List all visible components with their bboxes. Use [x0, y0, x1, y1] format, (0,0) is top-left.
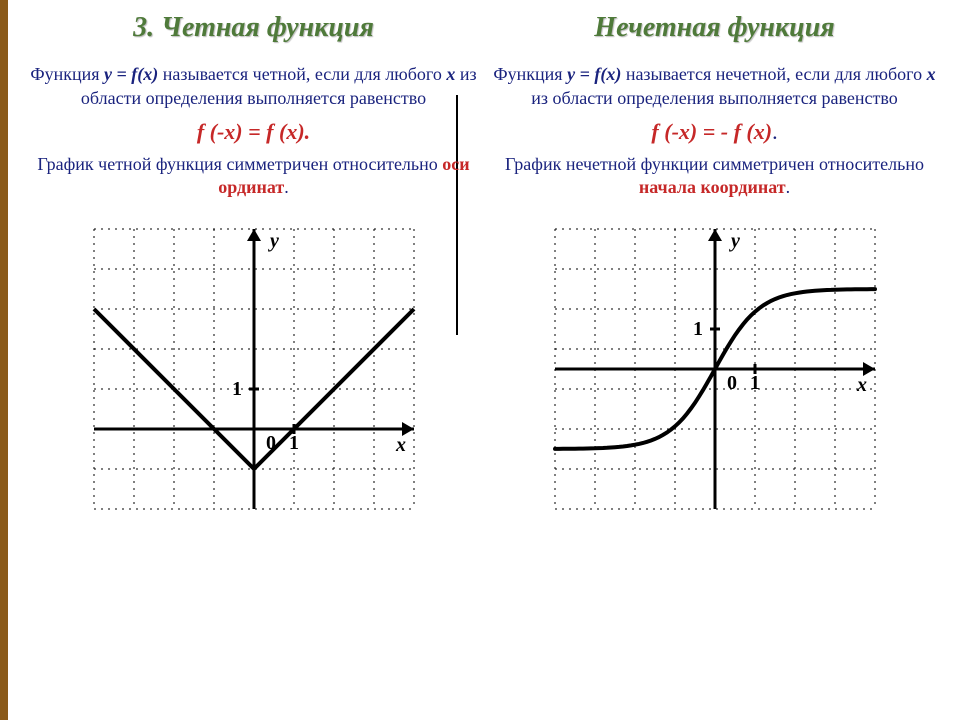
- odd-definition: Функция y = f(x) называется нечетной, ес…: [489, 62, 940, 111]
- svg-text:y: y: [268, 230, 279, 252]
- even-function-column: 3. Четная функция Функция y = f(x) назыв…: [28, 12, 479, 519]
- content-columns: 3. Четная функция Функция y = f(x) назыв…: [0, 0, 960, 519]
- svg-text:x: x: [856, 374, 867, 396]
- svg-text:1: 1: [750, 372, 760, 394]
- even-symmetry: График четной функция симметричен относи…: [28, 153, 479, 200]
- odd-graph-container: yx011: [489, 219, 940, 519]
- odd-function-column: Нечетная функция Функция y = f(x) называ…: [489, 12, 940, 519]
- svg-text:0: 0: [727, 372, 737, 394]
- even-formula: f (-x) = f (x).: [28, 119, 479, 145]
- even-function-graph: yx011: [84, 219, 424, 519]
- decorative-side-bar: [0, 0, 8, 720]
- odd-function-graph: yx011: [545, 219, 885, 519]
- odd-title: Нечетная функция: [489, 12, 940, 44]
- even-definition: Функция y = f(x) называется четной, если…: [28, 62, 479, 111]
- svg-text:1: 1: [693, 318, 703, 340]
- odd-formula: f (-x) = - f (x).: [489, 119, 940, 145]
- even-graph-container: yx011: [28, 219, 479, 519]
- even-title: 3. Четная функция: [28, 12, 479, 44]
- svg-text:y: y: [729, 230, 740, 252]
- odd-symmetry: График нечетной функции симметричен отно…: [489, 153, 940, 200]
- svg-text:1: 1: [232, 378, 242, 400]
- svg-text:x: x: [395, 434, 406, 456]
